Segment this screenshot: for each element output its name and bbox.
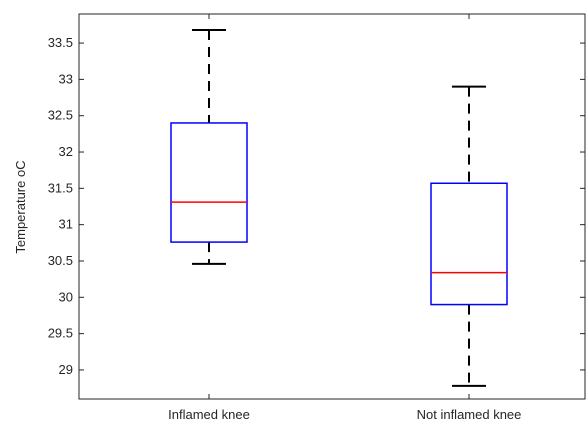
y-tick-label: 30.5 [48,253,73,268]
y-axis-label: Temperature oC [13,160,28,253]
plot-area-frame [78,13,586,400]
y-tick-label: 29.5 [48,326,73,341]
box-2 [430,85,508,387]
y-tick-label: 32 [59,144,73,159]
x-tick-label: Inflamed knee [168,407,250,422]
y-tick-label: 33.5 [48,35,73,50]
y-tick-label: 29 [59,362,73,377]
interquartile-box [430,182,508,306]
y-axis: 29 29.5 30 30.5 31 31.5 32 32.5 33 33.5 [48,35,585,377]
x-tick-label: Not inflamed knee [417,407,522,422]
y-tick-label: 32.5 [48,108,73,123]
y-tick-label: 30 [59,289,73,304]
y-tick-label: 33 [59,71,73,86]
y-tick-label: 31.5 [48,180,73,195]
interquartile-box [170,122,248,243]
y-tick-label: 31 [59,217,73,232]
box-series [170,28,508,387]
x-axis: Inflamed knee Not inflamed knee [168,14,521,422]
box-1 [170,28,248,265]
